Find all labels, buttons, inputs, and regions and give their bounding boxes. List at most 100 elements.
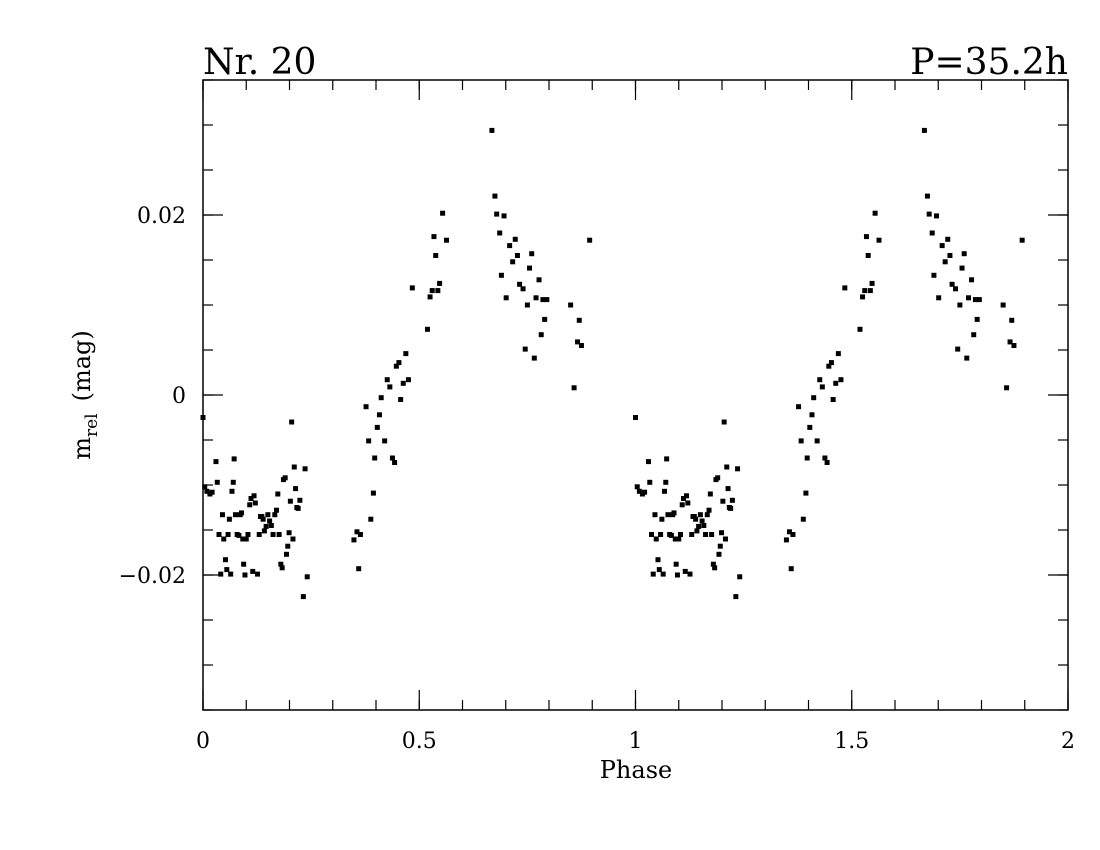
data-point	[809, 412, 815, 418]
data-point	[676, 536, 682, 542]
data-point	[1007, 339, 1013, 345]
data-point	[238, 510, 244, 516]
data-point	[955, 346, 961, 352]
x-axis-label: Phase	[600, 756, 672, 784]
data-point	[256, 532, 262, 537]
data-point	[494, 211, 500, 217]
data-point	[372, 455, 378, 461]
data-point	[707, 491, 713, 497]
data-point	[796, 404, 802, 410]
data-point	[387, 384, 393, 390]
data-point	[285, 543, 291, 549]
data-point	[936, 295, 942, 301]
data-point	[709, 532, 715, 537]
data-point	[498, 272, 504, 278]
data-point	[433, 253, 439, 258]
data-point	[368, 516, 374, 522]
data-point	[517, 281, 523, 287]
data-point	[356, 566, 362, 572]
data-point	[400, 380, 406, 386]
data-point	[703, 532, 709, 537]
data-point	[576, 317, 582, 323]
data-point	[245, 532, 251, 537]
data-point	[664, 456, 670, 462]
data-point	[291, 464, 297, 470]
major-ticks	[202, 80, 1069, 710]
y-axis-label: mrel (mag)	[68, 330, 102, 460]
data-point	[665, 512, 671, 518]
data-point	[729, 497, 735, 503]
svg-text:mrel(mag): mrel (mag)	[68, 330, 102, 460]
data-point	[275, 491, 281, 497]
data-point	[376, 412, 382, 418]
data-points	[200, 127, 1025, 600]
data-point	[710, 561, 716, 567]
data-point	[860, 294, 866, 300]
data-point	[382, 438, 388, 444]
data-point	[424, 326, 430, 332]
data-point	[964, 355, 970, 361]
data-point	[431, 234, 437, 240]
data-point	[704, 512, 710, 518]
data-point	[209, 489, 215, 495]
data-point	[531, 355, 537, 361]
data-point	[405, 377, 411, 383]
data-point	[283, 551, 289, 557]
data-point	[634, 484, 640, 490]
data-point	[229, 488, 235, 494]
data-point	[721, 419, 727, 425]
data-point	[540, 297, 546, 303]
data-point	[384, 377, 390, 383]
data-point	[527, 265, 533, 271]
data-point	[225, 532, 231, 537]
data-point	[689, 532, 695, 537]
x-tick-label: 1	[629, 729, 643, 754]
data-point	[231, 456, 237, 462]
data-point	[250, 568, 256, 574]
data-point	[261, 528, 267, 534]
data-point	[272, 512, 278, 518]
data-point	[838, 377, 844, 383]
data-point	[268, 523, 274, 528]
data-point	[966, 295, 972, 301]
data-point	[972, 297, 978, 303]
data-point	[218, 571, 224, 577]
data-point	[661, 488, 667, 494]
chart-title-right: P=35.2h	[910, 42, 1068, 83]
data-point	[869, 280, 875, 286]
data-point	[286, 530, 292, 536]
y-tick-label: 0	[172, 384, 186, 409]
data-point	[647, 479, 653, 485]
data-point	[969, 277, 975, 283]
data-point	[403, 351, 409, 357]
data-point	[668, 532, 674, 538]
data-point	[691, 514, 697, 519]
data-point	[819, 384, 825, 390]
data-point	[684, 493, 690, 499]
data-point	[278, 561, 284, 567]
y-tick-label: 0.02	[137, 204, 186, 229]
data-point	[351, 537, 357, 543]
data-point	[363, 404, 369, 410]
data-point	[252, 500, 258, 506]
data-point	[228, 571, 234, 577]
data-point	[679, 502, 685, 508]
data-point	[282, 475, 288, 481]
data-point	[1009, 317, 1015, 323]
data-point	[842, 285, 848, 291]
data-point	[226, 516, 232, 522]
data-point	[817, 377, 823, 383]
data-point	[489, 127, 495, 133]
data-point	[224, 567, 230, 573]
data-point	[803, 490, 809, 496]
data-point	[947, 253, 953, 258]
data-point	[828, 360, 834, 366]
x-tick-label: 2	[1061, 729, 1075, 754]
data-point	[222, 557, 228, 563]
data-point	[685, 500, 691, 506]
data-point	[514, 253, 520, 258]
data-point	[807, 424, 813, 430]
data-point	[221, 536, 227, 542]
data-point	[1004, 385, 1010, 391]
data-point	[722, 536, 728, 542]
